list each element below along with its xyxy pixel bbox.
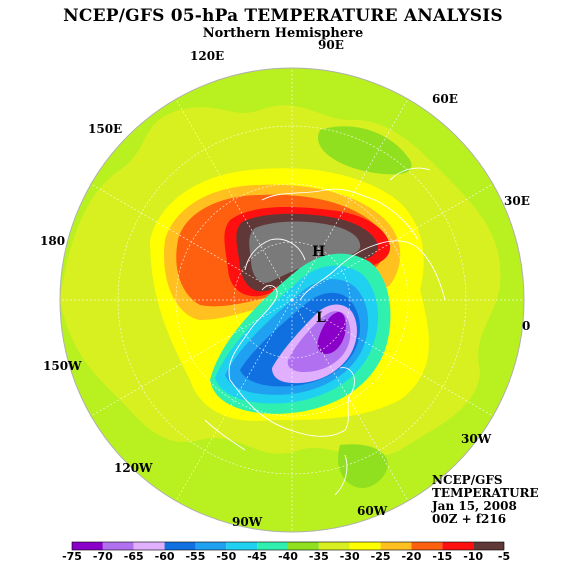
colorbar-swatch [195, 542, 227, 550]
colorbar-tick-label: -70 [92, 550, 113, 563]
lon-label-90w: 90W [232, 515, 263, 529]
graticule [60, 68, 524, 532]
colorbar [71, 541, 505, 551]
info-model: NCEP/GFS [432, 473, 503, 487]
low-marker: L [316, 310, 326, 326]
lon-label-150w: 150W [43, 359, 82, 373]
lon-label-150e: 150E [88, 122, 123, 136]
colorbar-swatch [133, 542, 165, 550]
colorbar-swatch [442, 542, 474, 550]
colorbar-swatch [72, 542, 103, 550]
colorbar-swatch [411, 542, 443, 550]
colorbar-swatch [349, 542, 381, 550]
lon-label-60e: 60E [432, 92, 458, 106]
lon-label-30w: 30W [461, 432, 492, 446]
zone-minus40-patch [318, 126, 412, 175]
colorbar-swatch [102, 542, 134, 550]
colorbar-tick-label: -45 [247, 550, 268, 563]
chart-subtitle: Northern Hemisphere [202, 26, 364, 41]
colorbar-tick-label: -25 [370, 550, 391, 563]
colorbar-tick-label: -20 [401, 550, 422, 563]
colorbar-tick-label: -5 [497, 550, 511, 563]
colorbar-tick-label: -15 [432, 550, 453, 563]
zone-minus75 [317, 312, 346, 354]
colorbar-tick-label: -50 [216, 550, 237, 563]
colorbar-tick-label: -10 [463, 550, 484, 563]
colorbar-outline [71, 541, 505, 551]
colorbar-swatch [164, 542, 196, 550]
colorbar-tick-label: -40 [278, 550, 298, 563]
colorbar-swatch [318, 542, 350, 550]
lon-label-180: 180 [40, 234, 66, 248]
info-forecast: 00Z + f216 [432, 512, 507, 526]
info-variable: TEMPERATURE [432, 486, 539, 500]
hemisphere-outline [59, 67, 525, 533]
lon-label-60w: 60W [357, 504, 388, 518]
lon-label-90e: 90E [318, 38, 344, 52]
colorbar-tick-label: -35 [308, 550, 329, 563]
info-date: Jan 15, 2008 [432, 499, 517, 513]
lon-label-120w: 120W [114, 461, 153, 475]
coastlines [204, 167, 446, 496]
colorbar-swatch [380, 542, 412, 550]
colorbar-swatch [257, 542, 288, 550]
colorbar-swatch [288, 542, 319, 550]
lon-label-120e: 120E [190, 49, 225, 63]
colorbar-tick-label: -75 [62, 550, 82, 563]
lon-label-30e: 30E [504, 194, 530, 208]
info-block: NCEP/GFS TEMPERATURE Jan 15, 2008 00Z + … [432, 474, 539, 526]
colorbar-tick-label: -65 [123, 550, 144, 563]
high-marker: H [312, 244, 325, 260]
colorbar-tick-label: -60 [154, 550, 175, 563]
zone-minus5 [249, 221, 361, 283]
colorbar-tick-label: -30 [339, 550, 360, 563]
colorbar-swatch [473, 542, 504, 550]
lon-label-0: 0 [522, 319, 531, 333]
colorbar-swatch [226, 542, 258, 550]
colorbar-tick-label: -55 [185, 550, 206, 563]
chart-title: NCEP/GFS 05-hPa TEMPERATURE ANALYSIS [63, 6, 503, 26]
zone-minus40-patch-2 [338, 444, 388, 488]
